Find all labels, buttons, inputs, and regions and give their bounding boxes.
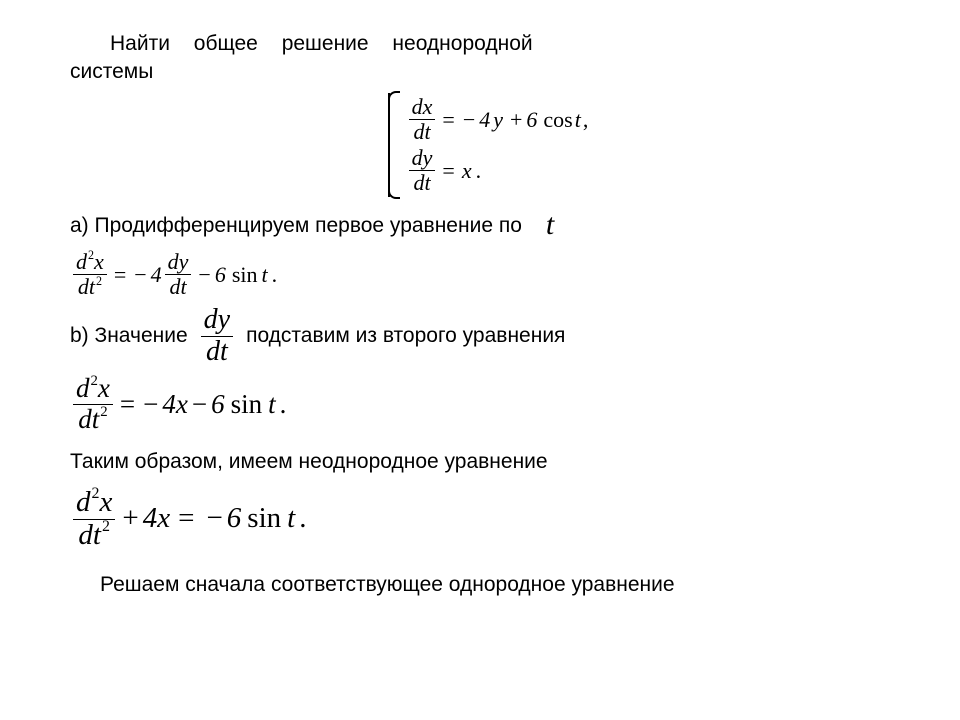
step-a-eq: d2x dt2 =−4 dy dt −6sint. — [70, 250, 910, 299]
system-block: dx dt =−4y+6cost, dy dt =x. — [70, 93, 910, 198]
system-eq-1: dx dt =−4y+6cost, — [406, 95, 593, 144]
eqN-lhs-num: d2x — [73, 487, 115, 520]
intro-line2: системы — [70, 60, 153, 83]
eq1-den: dt — [410, 120, 433, 144]
step-b-eq: d2x dt2 =−4x−6sint. — [70, 374, 910, 434]
intro-line1: Найти общее решение неоднородной — [110, 32, 533, 55]
eq2-num: dy — [409, 146, 436, 171]
eqB-lhs-num: d2x — [73, 374, 113, 405]
eqA-mid-num: dy — [165, 250, 192, 275]
eqA-lhs-den: dt2 — [75, 275, 105, 299]
eq1-num: dx — [409, 95, 436, 120]
left-brace — [388, 93, 404, 198]
step-b-before: b) Значение — [70, 322, 188, 350]
eqB-lhs-den: dt2 — [75, 405, 110, 435]
system-eq-2: dy dt =x. — [406, 146, 593, 195]
stepB-frac-den: dt — [203, 337, 231, 368]
para-nonhom: Таким образом, имеем неоднородное уравне… — [70, 448, 910, 476]
para-homogeneous: Решаем сначала соответствующее однородно… — [100, 571, 910, 599]
eq-nonhom: d2x dt2 +4x=−6sint. — [70, 487, 910, 552]
step-b-line: b) Значение dy dt подставим из второго у… — [70, 305, 910, 368]
eqA-lhs-num: d2x — [73, 250, 107, 275]
step-a-line: a) Продифференцируем первое уравнение по… — [70, 203, 910, 244]
page: Найти общее решение неоднородной системы… — [0, 0, 960, 620]
eq2-den: dt — [410, 171, 433, 195]
eqN-lhs-den: dt2 — [75, 520, 113, 552]
stepB-frac-num: dy — [201, 305, 233, 337]
step-a-label: a) Продифференцируем первое уравнение по — [70, 212, 522, 240]
intro-text: Найти общее решение неоднородной системы — [70, 30, 910, 87]
eqA-mid-den: dt — [166, 275, 189, 299]
step-b-after: подставим из второго уравнения — [246, 322, 565, 350]
step-a-var: t — [546, 205, 554, 246]
